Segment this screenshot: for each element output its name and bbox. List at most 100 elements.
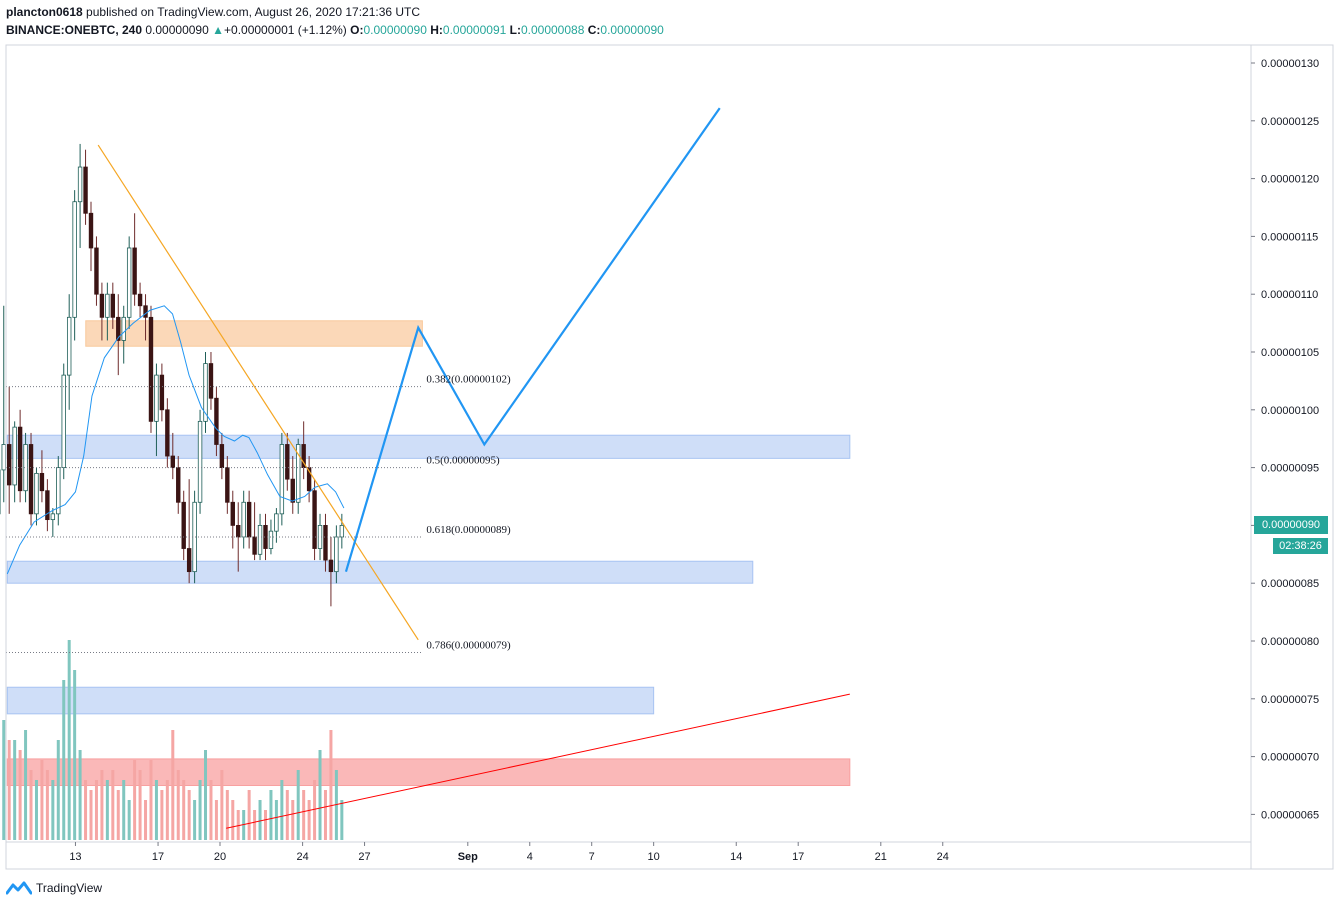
candle[interactable] — [110, 282, 116, 329]
candle[interactable] — [143, 294, 148, 341]
candle[interactable] — [39, 450, 45, 503]
candle[interactable] — [77, 143, 83, 248]
candle-body — [268, 530, 274, 549]
candle[interactable] — [99, 282, 105, 341]
volume-bar — [296, 770, 300, 840]
candle[interactable] — [28, 432, 34, 526]
bar-countdown: 02:38:26 — [1273, 538, 1328, 554]
candle-body — [165, 409, 170, 457]
volume-bar — [29, 770, 33, 840]
volume-bar — [94, 780, 98, 840]
moving-average-line — [6, 305, 345, 575]
candle[interactable] — [186, 479, 192, 584]
volume-bar — [34, 780, 38, 840]
candle[interactable] — [148, 305, 154, 433]
footer-brand[interactable]: TradingView — [6, 880, 102, 896]
candle[interactable] — [1, 305, 6, 503]
candle[interactable] — [236, 502, 241, 572]
candle-body — [105, 293, 110, 318]
publisher-name[interactable]: plancton0618 — [6, 5, 83, 19]
candle[interactable] — [159, 363, 165, 422]
candle-body — [285, 444, 290, 480]
symbol-label[interactable]: BINANCE:ONEBTC, 240 — [6, 23, 143, 37]
candle[interactable] — [274, 508, 279, 543]
candle[interactable] — [176, 456, 181, 514]
candle[interactable] — [83, 149, 88, 225]
candle[interactable] — [290, 456, 295, 514]
candle[interactable] — [132, 213, 137, 306]
volume-bar — [165, 780, 169, 840]
volume-bar — [111, 770, 115, 840]
candle-body — [257, 525, 263, 555]
resistance-zone[interactable] — [85, 320, 423, 347]
candle[interactable] — [34, 467, 39, 526]
volume-layer — [2, 640, 344, 840]
candle[interactable] — [105, 282, 110, 341]
candle[interactable] — [61, 363, 66, 480]
x-tick-label: 24 — [937, 851, 949, 863]
volume-bar — [7, 740, 11, 840]
candle[interactable] — [197, 409, 203, 514]
candle[interactable] — [230, 490, 235, 549]
candle[interactable] — [246, 490, 252, 549]
candle-body — [7, 444, 12, 486]
candle[interactable] — [214, 386, 219, 457]
candle[interactable] — [17, 409, 23, 503]
candle[interactable] — [296, 438, 301, 514]
candle[interactable] — [241, 490, 246, 549]
zones-layer — [6, 320, 851, 786]
candle-body — [110, 293, 116, 318]
volume-bar — [24, 730, 28, 840]
candle[interactable] — [137, 282, 143, 318]
candle[interactable] — [208, 352, 214, 410]
candle[interactable] — [56, 456, 61, 526]
candle[interactable] — [203, 352, 208, 433]
candle-body — [28, 444, 34, 515]
zone-075[interactable] — [6, 686, 655, 715]
volume-bar — [84, 780, 88, 840]
rising-support-line[interactable] — [226, 693, 850, 829]
candle[interactable] — [225, 456, 230, 514]
y-tick-label: 0.00000110 — [1261, 289, 1318, 301]
candle[interactable] — [7, 386, 12, 514]
candle-body — [214, 397, 219, 445]
candle[interactable] — [323, 513, 328, 572]
candle[interactable] — [306, 456, 312, 503]
candle[interactable] — [279, 432, 285, 526]
candle[interactable] — [312, 479, 317, 561]
candle[interactable] — [252, 502, 257, 561]
candle[interactable] — [219, 432, 225, 480]
candle[interactable] — [154, 363, 159, 457]
candle[interactable] — [50, 508, 56, 537]
candle[interactable] — [66, 294, 72, 410]
candle[interactable] — [181, 490, 186, 561]
candle-body — [186, 548, 192, 573]
volume-bar — [225, 790, 229, 840]
descending-trendline[interactable] — [97, 144, 419, 641]
candle[interactable] — [12, 421, 17, 503]
x-tick-label: 21 — [875, 851, 887, 863]
candle[interactable] — [121, 305, 126, 364]
volume-bar — [214, 800, 218, 840]
candle[interactable] — [301, 421, 306, 480]
candle[interactable] — [165, 398, 170, 468]
candle[interactable] — [257, 513, 263, 561]
change-arrow-icon: ▲ — [212, 23, 225, 37]
x-axis-labels: 13 17 20 24 27 Sep 4 7 10 14 17 21 24 — [69, 842, 949, 863]
zone-069[interactable] — [6, 758, 851, 786]
candle[interactable] — [170, 432, 175, 480]
candle[interactable] — [88, 201, 94, 272]
projected-path[interactable] — [344, 107, 721, 572]
volume-bar — [274, 800, 278, 840]
candle[interactable] — [126, 236, 132, 329]
candle[interactable] — [72, 190, 77, 341]
volume-bar — [51, 780, 55, 840]
candle[interactable] — [285, 432, 290, 491]
candle[interactable] — [116, 294, 121, 376]
candle[interactable] — [328, 536, 334, 607]
candle[interactable] — [339, 513, 345, 549]
candles-layer[interactable] — [0, 143, 345, 607]
candle[interactable] — [94, 236, 99, 306]
candle[interactable] — [45, 479, 50, 532]
